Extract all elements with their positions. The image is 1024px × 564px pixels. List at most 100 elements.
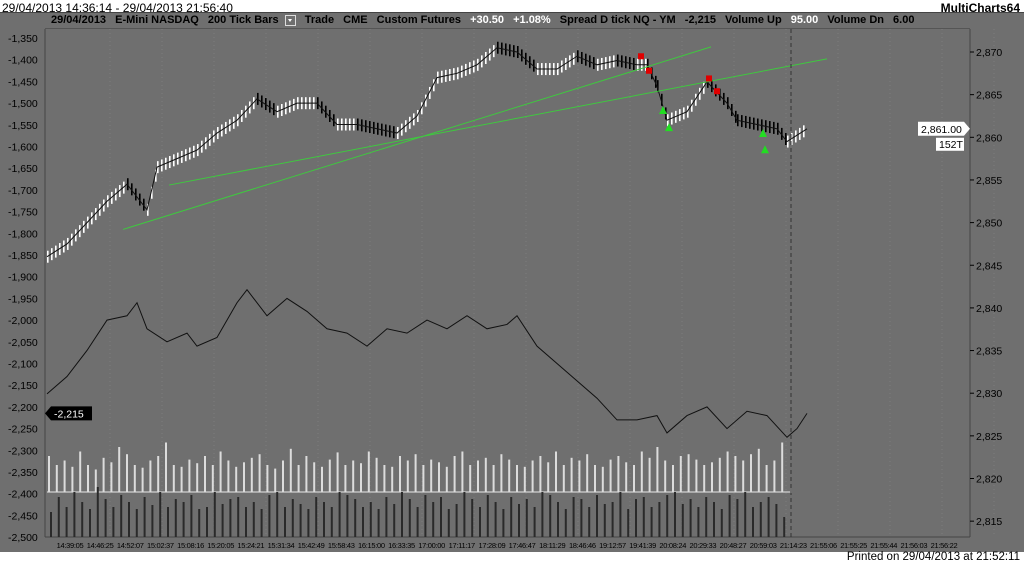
volume-dn-bar [385, 497, 388, 537]
volume-up-bar [500, 454, 503, 492]
time-axis-label: 15:02:37 [147, 541, 174, 550]
chart-window[interactable] [0, 12, 1024, 552]
right-axis-tick: 2,870 [976, 47, 1002, 59]
volume-up-bar [313, 462, 316, 492]
resolution-dropdown-icon[interactable] [284, 14, 296, 26]
volume-up-bar [648, 457, 651, 492]
price-bar [155, 169, 157, 182]
volume-up-bar [742, 460, 745, 492]
volume-dn-bar [697, 507, 700, 537]
volume-up-bar [703, 465, 706, 492]
volume-up-bar [765, 465, 768, 492]
right-axis-tick: 2,840 [976, 303, 1002, 315]
volume-dn-bar [603, 504, 606, 537]
time-axis-label: 20:48:27 [720, 541, 747, 550]
right-axis-tick: 2,820 [976, 474, 1002, 486]
chart-status-line: 29/04/2013 E-Mini NASDAQ 200 Tick Bars T… [45, 12, 970, 29]
left-axis-tick: -2,300 [8, 445, 38, 457]
volume-dn-bar [307, 509, 310, 537]
volume-up-bar [633, 465, 635, 492]
status-exchange: CME [343, 14, 368, 26]
price-bar [657, 80, 659, 93]
volume-dn-bar [174, 499, 177, 537]
status-pct-change: +1.08% [513, 14, 551, 26]
volume-dn-bar [323, 502, 325, 537]
volume-dn-bar [354, 499, 357, 537]
volume-dn-bar [299, 504, 302, 537]
volume-dn-bar [525, 499, 528, 537]
volume-dn-bar [362, 507, 364, 537]
price-bar [703, 81, 705, 94]
volume-dn-bar [681, 504, 684, 537]
volume-dn-bar [635, 499, 637, 537]
sell-signal-marker [646, 67, 652, 74]
volume-dn-bar [112, 507, 115, 537]
volume-up-bar [172, 465, 175, 492]
status-category: Custom Futures [376, 14, 462, 26]
volume-up-bar [375, 457, 378, 492]
volume-up-bar [141, 467, 144, 492]
volume-up-bar [305, 456, 308, 492]
volume-up-bar [188, 459, 191, 492]
volume-dn-bar [252, 502, 255, 537]
price-bar [731, 104, 733, 117]
volume-dn-bar [338, 492, 341, 537]
price-bar [405, 120, 407, 133]
volume-up-bar [48, 456, 50, 492]
volume-up-bar [274, 468, 277, 492]
volume-dn-bar [315, 497, 318, 537]
time-axis-label: 17:28:09 [479, 541, 506, 550]
buy-signal-marker [659, 106, 667, 115]
volume-dn-bar [89, 509, 91, 537]
volume-up-bar [570, 457, 573, 492]
volume-dn-bar [221, 504, 224, 537]
price-bar [115, 188, 117, 201]
price-bar [481, 55, 483, 68]
volume-up-bar [609, 459, 612, 492]
volume-dn-bar [268, 495, 271, 537]
volume-up-bar [79, 451, 82, 492]
volume-dn-bar [416, 507, 419, 537]
right-axis-tick: 2,850 [976, 218, 1002, 230]
volume-dn-bar [479, 507, 481, 537]
status-resolution: 200 Tick Bars [207, 14, 279, 26]
status-net-change: +30.50 [470, 14, 505, 26]
volume-up-bar [687, 454, 690, 492]
price-bar [529, 56, 531, 69]
price-bar [131, 183, 133, 196]
buy-signal-marker [759, 129, 767, 138]
volume-up-bar [414, 454, 417, 492]
price-bar [241, 109, 243, 122]
volume-up-bar [399, 456, 401, 492]
volume-dn-bar [432, 502, 435, 537]
volume-dn-bar [736, 499, 739, 537]
volume-up-bar [367, 451, 370, 492]
price-bar [213, 130, 215, 143]
time-axis-label: 18:11:29 [539, 541, 565, 550]
volume-dn-bar [369, 502, 372, 537]
volume-up-bar [453, 456, 456, 492]
price-bar [723, 92, 725, 105]
volume-up-label: Volume Up [725, 14, 782, 26]
volume-dn-bar [408, 499, 411, 537]
volume-dn-bar [541, 492, 544, 537]
left-axis-tick: -2,000 [8, 315, 38, 327]
price-bar [205, 137, 207, 150]
volume-up-bar [360, 463, 362, 492]
volume-dn-bar [424, 495, 427, 537]
volume-dn-bar [744, 492, 747, 537]
window-title: 29/04/2013 14:36:14 - 29/04/2013 21:56:4… [2, 1, 233, 15]
price-close-line [46, 47, 808, 258]
volume-up-bar [656, 447, 659, 492]
status-symbol: E-Mini NASDAQ [115, 14, 199, 26]
price-bar [201, 140, 203, 153]
volume-up-bar [516, 465, 518, 492]
volume-up-bar [118, 447, 121, 492]
volume-up-bar [757, 448, 760, 492]
volume-dn-bar [767, 497, 770, 537]
volume-up-bar [492, 465, 495, 492]
volume-up-bar [243, 462, 245, 492]
volume-dn-bar [463, 492, 466, 537]
price-bar [533, 59, 535, 72]
